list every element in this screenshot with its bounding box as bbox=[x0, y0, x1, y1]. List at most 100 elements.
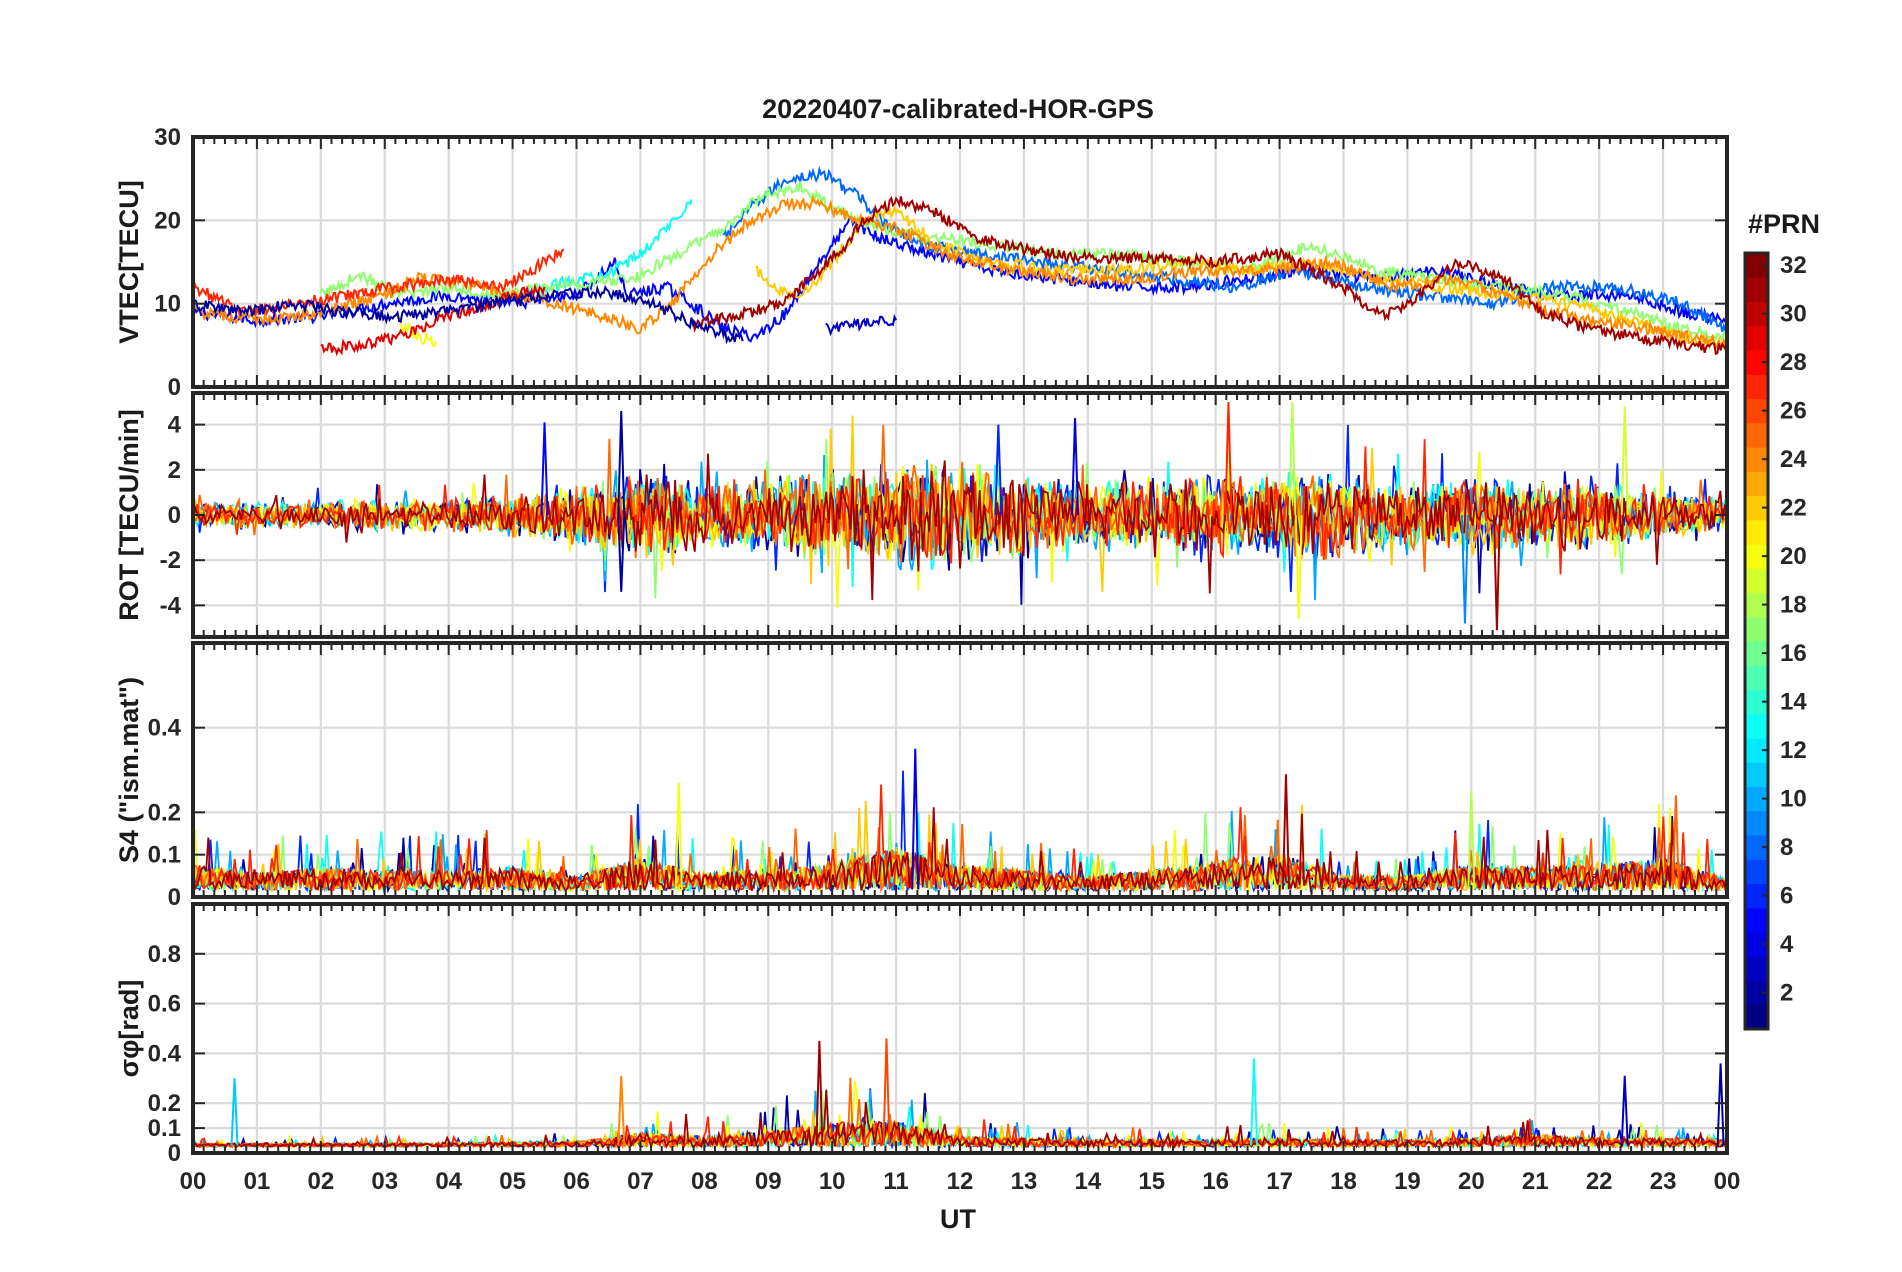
y-tick-label: 0.8 bbox=[148, 941, 181, 968]
y-tick-label: 20 bbox=[154, 207, 181, 234]
series-line bbox=[397, 315, 437, 348]
y-tick-label: 0.4 bbox=[148, 715, 182, 742]
y-axis-label: ROT [TECU/min] bbox=[114, 409, 144, 620]
series-line bbox=[193, 415, 1727, 593]
spike-mark bbox=[1492, 514, 1501, 631]
x-tick-label: 13 bbox=[1011, 1168, 1038, 1195]
x-tick-label: 22 bbox=[1586, 1168, 1613, 1195]
x-tick-label: 02 bbox=[307, 1168, 334, 1195]
spike-mark bbox=[1716, 1063, 1725, 1146]
colorbar-tick-label: 26 bbox=[1780, 398, 1807, 425]
colorbar-segment bbox=[1745, 325, 1768, 351]
colorbar-tick-label: 6 bbox=[1780, 883, 1793, 910]
spike-mark bbox=[911, 748, 920, 890]
spike-mark bbox=[540, 422, 549, 516]
colorbar-segment bbox=[1745, 301, 1768, 327]
colorbar-tick-label: 18 bbox=[1780, 592, 1807, 619]
y-tick-label: 2 bbox=[168, 457, 181, 484]
y-tick-label: 0.4 bbox=[148, 1040, 182, 1067]
spike-mark bbox=[1281, 774, 1290, 890]
colorbar-segment bbox=[1745, 1004, 1768, 1030]
y-axis-label: S4 ("ism.mat") bbox=[114, 677, 144, 863]
y-axis: 0 10 20 30 bbox=[154, 124, 1727, 401]
y-axis-label: VTEC[TECU] bbox=[114, 180, 144, 344]
y-tick-label: 0.2 bbox=[148, 799, 181, 826]
colorbar-segment bbox=[1745, 883, 1768, 909]
x-tick-label: 23 bbox=[1650, 1168, 1677, 1195]
spike-mark bbox=[1071, 417, 1080, 516]
colorbar-tick-label: 32 bbox=[1780, 252, 1807, 279]
x-tick-label: 15 bbox=[1138, 1168, 1165, 1195]
y-tick-label: -2 bbox=[160, 547, 181, 574]
spike-mark bbox=[1671, 795, 1680, 890]
colorbar-segment bbox=[1745, 398, 1768, 424]
spike-mark bbox=[1460, 514, 1469, 624]
series-line bbox=[319, 181, 1727, 345]
series-line bbox=[193, 284, 744, 345]
spike-mark bbox=[674, 782, 683, 890]
colorbar-segment bbox=[1745, 350, 1768, 375]
colorbar-segment bbox=[1745, 471, 1768, 497]
spike-mark bbox=[1620, 1075, 1629, 1146]
x-tick-label: 18 bbox=[1330, 1168, 1357, 1195]
y-tick-label: 0 bbox=[168, 1140, 181, 1167]
series-line bbox=[691, 195, 1727, 356]
spike-mark bbox=[617, 1075, 626, 1146]
y-tick-label: 0.1 bbox=[148, 842, 181, 869]
spike-mark bbox=[1250, 1058, 1259, 1146]
x-tick-label: 06 bbox=[563, 1168, 590, 1195]
spike-mark bbox=[230, 1078, 239, 1146]
colorbar-tick-label: 4 bbox=[1780, 931, 1794, 958]
x-tick-label: 08 bbox=[691, 1168, 718, 1195]
colorbar-tick-label: 24 bbox=[1780, 446, 1807, 473]
colorbar-segment bbox=[1745, 519, 1768, 545]
spike-mark bbox=[882, 1038, 891, 1146]
y-tick-label: 0 bbox=[168, 884, 181, 911]
x-tick-label: 10 bbox=[819, 1168, 846, 1195]
x-ticks bbox=[192, 904, 1728, 1153]
y-tick-label: 0 bbox=[168, 502, 181, 529]
colorbar-segment bbox=[1745, 253, 1768, 278]
colorbar-tick-label: 28 bbox=[1780, 349, 1807, 376]
spike-mark bbox=[1620, 406, 1629, 516]
colorbar-tick-label: 30 bbox=[1780, 301, 1807, 328]
y-tick-label: 0.1 bbox=[148, 1115, 181, 1142]
colorbar-frame bbox=[1743, 251, 1770, 1031]
colorbar-segment bbox=[1745, 641, 1768, 666]
series-line bbox=[825, 313, 897, 337]
colorbar-segment bbox=[1745, 592, 1768, 618]
panel-2: -4 -2 0 2 4 ROT [TECU/min] bbox=[114, 391, 1729, 639]
colorbar-segment bbox=[1745, 422, 1768, 448]
x-tick-label: 17 bbox=[1266, 1168, 1293, 1195]
y-axis-label: σφ[rad] bbox=[114, 980, 144, 1078]
spike-mark bbox=[1224, 402, 1233, 516]
colorbar-segment bbox=[1745, 568, 1768, 594]
y-tick-label: 30 bbox=[154, 124, 181, 151]
x-tick-label: 00 bbox=[1714, 1168, 1741, 1195]
colorbar-tick-label: 2 bbox=[1780, 980, 1793, 1007]
data-series bbox=[193, 165, 1727, 357]
x-tick-label: 09 bbox=[755, 1168, 782, 1195]
x-tick-label: 12 bbox=[947, 1168, 974, 1195]
x-tick-label: 05 bbox=[499, 1168, 526, 1195]
colorbar-segment bbox=[1745, 835, 1768, 860]
y-tick-label: 0 bbox=[168, 374, 181, 401]
series-line bbox=[193, 439, 1727, 575]
y-tick-label: 4 bbox=[168, 412, 182, 439]
colorbar-tick-label: 8 bbox=[1780, 834, 1793, 861]
colorbar-tick-label: 16 bbox=[1780, 640, 1807, 667]
series-line bbox=[193, 784, 1727, 894]
panel-4: 00.10.20.40.60.8σφ[rad]00 01 02 03 04 05 06 07 0… bbox=[114, 902, 1741, 1195]
chart-title: 20220407-calibrated-HOR-GPS bbox=[762, 94, 1154, 124]
panel-1: 0 10 20 30 VTEC[TECU] bbox=[114, 124, 1729, 401]
series-line bbox=[193, 453, 1727, 601]
x-tick-label: 14 bbox=[1074, 1168, 1101, 1195]
spike-mark bbox=[617, 411, 626, 516]
colorbar-segment bbox=[1745, 495, 1768, 521]
x-axis-label: UT bbox=[940, 1204, 976, 1234]
x-ticks bbox=[192, 137, 1728, 387]
y-axis: 0 0.1 0.2 0.4 bbox=[148, 715, 1727, 911]
x-ticks bbox=[192, 643, 1728, 897]
